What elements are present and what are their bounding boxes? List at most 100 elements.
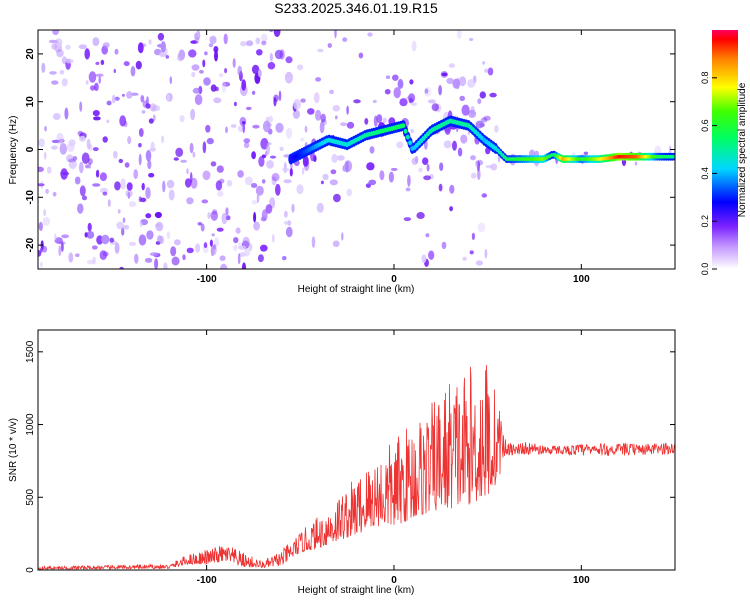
spectrogram-blob — [410, 128, 415, 134]
spectrogram-blob — [379, 170, 385, 181]
spectrogram-blob — [225, 207, 229, 216]
spectrogram-blob — [166, 93, 171, 102]
snr-x-tick-label: 100 — [573, 575, 590, 586]
spectrogram-blob — [161, 135, 165, 143]
spectrogram-blob — [102, 136, 108, 143]
spectrogram-blob — [152, 114, 156, 122]
spectrogram-blob — [166, 231, 171, 240]
spectrogram-blob — [111, 94, 116, 104]
spectrogram-blob — [256, 192, 260, 203]
spectrogram-blob — [138, 143, 142, 148]
spectrogram-blob — [216, 227, 224, 232]
spectrogram-blob — [261, 40, 267, 46]
spectrogram-blob — [475, 160, 479, 167]
spectrogram-blob — [113, 150, 118, 159]
spectrogram-blob — [94, 82, 99, 92]
spectrogram-blob — [212, 244, 217, 255]
spectrogram-blob — [170, 246, 177, 257]
spectrogram-blob — [479, 91, 486, 99]
spectrogram-blob — [123, 225, 130, 230]
spectrogram-blob — [205, 124, 211, 133]
spectrogram-blob — [77, 130, 84, 136]
spectrogram-blob — [226, 179, 233, 187]
spectrogram-blob — [457, 147, 463, 157]
spectrogram-blob — [101, 234, 110, 245]
spectrogram-blob — [81, 152, 90, 164]
spectrogram-blob — [52, 191, 57, 197]
spectrogram-blob — [155, 223, 161, 227]
spectrogram-blob — [331, 153, 338, 163]
spectrogram-blob — [210, 161, 217, 167]
spectrogram-blob — [439, 162, 444, 171]
spectrogram-blob — [88, 71, 97, 83]
spectrogram-blob — [438, 85, 442, 96]
spectrogram-blob — [65, 58, 74, 64]
spectrogram-blob — [438, 183, 443, 192]
spectrogram-blob — [482, 61, 486, 65]
spectrogram-blob — [79, 185, 86, 197]
spectrogram-blob — [233, 244, 238, 251]
spectrogram-blob — [283, 220, 292, 225]
spectrogram-blob — [307, 108, 315, 115]
spectrogram-blob — [407, 174, 411, 187]
spectrogram-blob — [273, 94, 279, 102]
spectrogram-blob — [315, 109, 322, 121]
spectrogram-blob — [330, 169, 337, 175]
spectrogram-blob — [122, 217, 126, 223]
spectrogram-blob — [251, 200, 258, 205]
spectrogram-blob — [86, 138, 91, 150]
spectrogram-ridge-core — [498, 150, 502, 155]
spectrogram-blob — [385, 75, 391, 79]
spectrogram-blob — [134, 253, 139, 264]
spectrogram-blob — [61, 242, 64, 252]
spectrogram-blob — [48, 39, 57, 44]
spectrogram-blob — [157, 32, 165, 41]
spectrogram-blob — [155, 221, 164, 232]
spectrogram-blob — [408, 98, 414, 104]
spectrogram-blob — [470, 172, 477, 179]
spectrogram-blob — [84, 48, 90, 60]
spectrogram-blob — [353, 99, 361, 104]
spectrogram-blob — [54, 237, 63, 244]
spectrogram-blob — [467, 79, 476, 88]
spectrogram-blob — [481, 193, 488, 198]
spectrogram-blob — [127, 136, 132, 145]
spectrogram-blob — [300, 137, 305, 142]
spectrogram-blob — [269, 30, 274, 33]
spectrogram-blob — [230, 124, 237, 128]
spectrogram-blob — [255, 185, 264, 196]
spectrogram-blob — [186, 247, 194, 254]
spectrogram-blob — [121, 227, 125, 236]
spectrogram-blob — [257, 254, 264, 263]
spectrogram-blob — [206, 137, 214, 145]
spectrogram-blob — [191, 64, 200, 71]
spectrogram-blob — [138, 128, 144, 137]
spectrogram-blob — [333, 193, 341, 203]
colorbar-tick-label: 0.6 — [700, 119, 710, 132]
spectrogram-blob — [118, 158, 124, 164]
spectrogram-blob — [286, 127, 293, 139]
spectrogram-blob — [189, 142, 194, 154]
spectrogram-blob — [175, 147, 184, 157]
spectrogram-blob — [208, 43, 214, 48]
spectrogram-blob — [157, 43, 164, 48]
spectrogram-blob — [59, 70, 65, 75]
spectrogram-blob — [233, 237, 239, 244]
spectrogram-blob — [86, 231, 95, 239]
spectrogram-blob — [255, 37, 261, 45]
spectrogram-blob — [56, 49, 64, 58]
spectrogram-blob — [106, 119, 110, 124]
spectrogram-blob — [242, 122, 246, 134]
spectrogram-blob — [372, 99, 377, 104]
spectrogram-blob — [329, 179, 338, 186]
spectrogram-blob — [199, 69, 204, 74]
spectrogram-blob — [388, 171, 394, 183]
spectrogram-blob — [238, 245, 247, 251]
spectrogram-blob — [148, 172, 155, 178]
spectrogram-blob — [428, 250, 435, 260]
spectrogram-blob — [470, 155, 476, 161]
colorbar-gradient — [712, 30, 738, 269]
snr-y-tick-label: 0 — [25, 567, 36, 573]
colorbar: 0.0 0.2 0.4 0.6 0.8 Normalized spectral ampl… — [700, 30, 748, 275]
